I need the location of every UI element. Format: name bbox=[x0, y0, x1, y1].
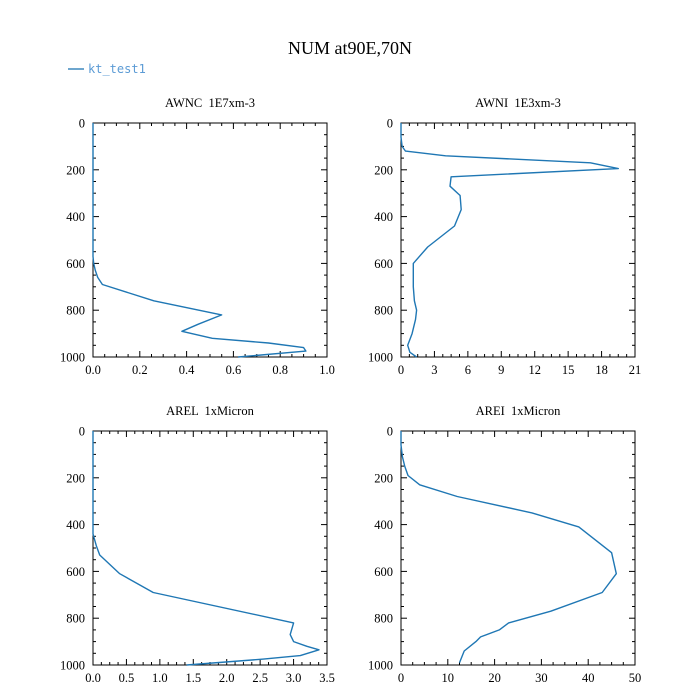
y-tick-label: 400 bbox=[374, 210, 393, 224]
y-tick-label: 0 bbox=[79, 425, 85, 439]
x-tick-label: 0 bbox=[398, 363, 404, 377]
x-tick-label: 0.2 bbox=[132, 363, 148, 377]
plot-frame bbox=[400, 430, 636, 666]
y-tick-label: 0 bbox=[387, 425, 393, 439]
x-tick-label: 20 bbox=[488, 671, 501, 685]
y-tick-label: 1000 bbox=[60, 351, 85, 365]
x-tick-label: 0 bbox=[398, 671, 404, 685]
panel-title: AREL 1xMicron bbox=[166, 404, 254, 418]
y-tick-label: 1000 bbox=[368, 659, 393, 673]
panel-title: AREI 1xMicron bbox=[476, 404, 561, 418]
x-tick-label: 50 bbox=[629, 671, 642, 685]
panel-arel: AREL 1xMicron 0.0 0.5 1.0 1.5 2.0 2.5 3.0 3.5 0 20… bbox=[60, 404, 335, 685]
y-tick-label: 200 bbox=[374, 471, 393, 485]
y-tick-label: 200 bbox=[66, 163, 85, 177]
x-tick-label: 9 bbox=[498, 363, 504, 377]
y-tick-label: 600 bbox=[374, 257, 393, 271]
y-tick-label: 0 bbox=[79, 117, 85, 131]
x-tick-label: 0.8 bbox=[272, 363, 288, 377]
y-tick-label: 600 bbox=[374, 565, 393, 579]
y-tick-label: 600 bbox=[66, 565, 85, 579]
x-tick-label: 1.5 bbox=[185, 671, 201, 685]
x-tick-label: 6 bbox=[465, 363, 471, 377]
series-line-kt-test1 bbox=[400, 431, 617, 663]
x-tick-label: 3.5 bbox=[319, 671, 335, 685]
series-line-kt-test1 bbox=[400, 123, 619, 358]
plot-frame bbox=[92, 122, 328, 358]
y-tick-label: 800 bbox=[374, 612, 393, 626]
x-tick-label: 3 bbox=[431, 363, 437, 377]
figure-legend: kt_test1 bbox=[68, 62, 146, 76]
y-tick-label: 800 bbox=[374, 304, 393, 318]
x-tick-label: 0.6 bbox=[226, 363, 242, 377]
series-line-kt-test1 bbox=[92, 123, 307, 358]
y-tick-label: 0 bbox=[387, 117, 393, 131]
y-tick-label: 600 bbox=[66, 257, 85, 271]
legend-label: kt_test1 bbox=[88, 62, 146, 76]
y-tick-label: 1000 bbox=[368, 351, 393, 365]
x-tick-label: 3.0 bbox=[286, 671, 302, 685]
x-tick-label: 10 bbox=[442, 671, 455, 685]
x-tick-label: 2.5 bbox=[252, 671, 268, 685]
x-tick-label: 2.0 bbox=[219, 671, 235, 685]
panel-awnc: AWNC 1E7xm-3 0.0 0.2 0.4 0.6 0.8 1.0 0 200 400 600… bbox=[60, 96, 335, 377]
panel-title: AWNC 1E7xm-3 bbox=[165, 96, 255, 110]
x-tick-label: 1.0 bbox=[152, 671, 168, 685]
x-tick-label: 0.0 bbox=[85, 671, 101, 685]
y-tick-label: 200 bbox=[66, 471, 85, 485]
panel-awni: AWNI 1E3xm-3 0 3 6 9 12 15 18 21 0 200 400 600 800 100… bbox=[368, 96, 641, 377]
panel-arei: AREI 1xMicron 0 10 20 30 40 50 0 200 400 600 800 100… bbox=[368, 404, 641, 685]
x-tick-label: 0.4 bbox=[179, 363, 195, 377]
x-tick-label: 40 bbox=[582, 671, 595, 685]
y-tick-label: 400 bbox=[66, 210, 85, 224]
panel-title: AWNI 1E3xm-3 bbox=[475, 96, 561, 110]
x-tick-label: 1.0 bbox=[319, 363, 335, 377]
figure-title: NUM at90E,70N bbox=[288, 38, 412, 58]
y-tick-label: 400 bbox=[66, 518, 85, 532]
y-tick-label: 800 bbox=[66, 612, 85, 626]
y-tick-label: 200 bbox=[374, 163, 393, 177]
x-tick-label: 0.5 bbox=[119, 671, 135, 685]
x-tick-label: 0.0 bbox=[85, 363, 101, 377]
y-tick-label: 1000 bbox=[60, 659, 85, 673]
x-tick-label: 15 bbox=[562, 363, 575, 377]
x-tick-label: 12 bbox=[528, 363, 541, 377]
y-tick-label: 800 bbox=[66, 304, 85, 318]
x-tick-label: 30 bbox=[535, 671, 548, 685]
x-tick-label: 21 bbox=[629, 363, 642, 377]
x-tick-label: 18 bbox=[595, 363, 608, 377]
y-tick-label: 400 bbox=[374, 518, 393, 532]
series-line-kt-test1 bbox=[92, 431, 320, 666]
